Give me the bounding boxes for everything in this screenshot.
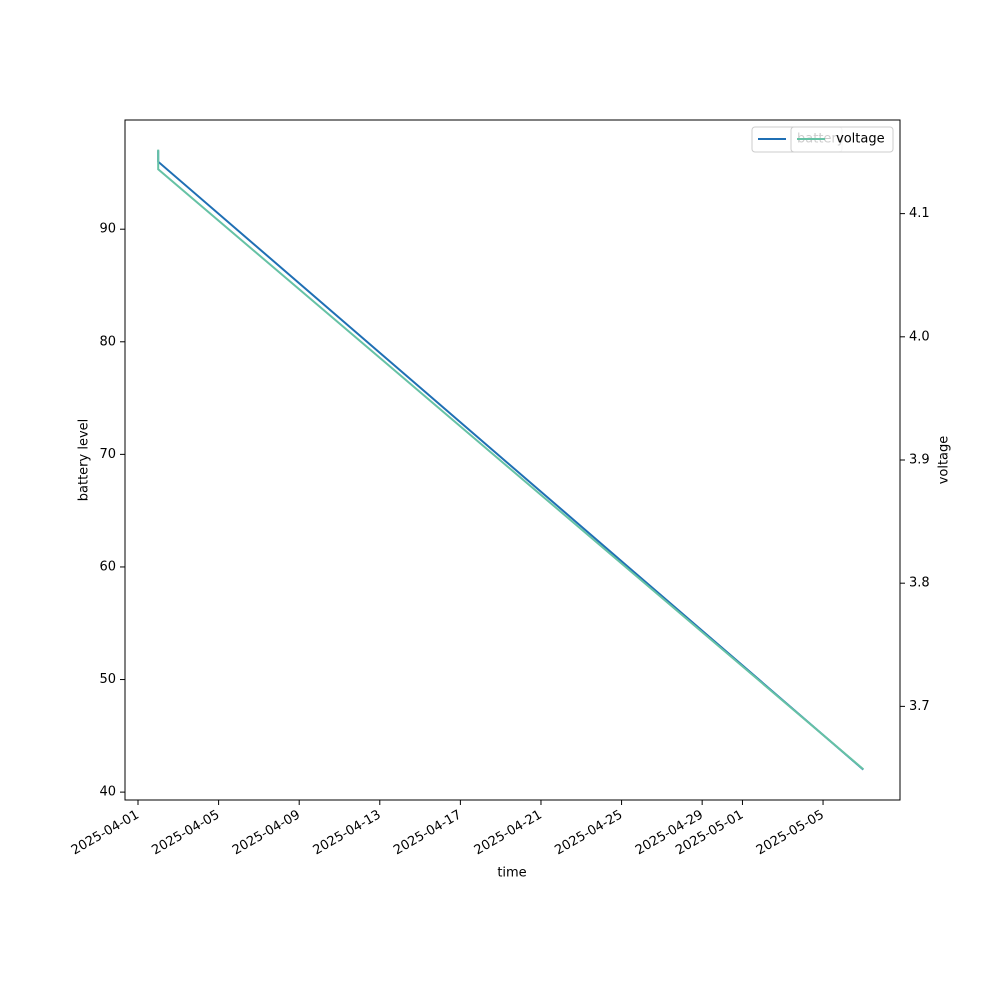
y-tick-label: 40 — [99, 785, 116, 800]
y2-tick-label: 3.8 — [909, 576, 930, 591]
y2-tick-label: 4.0 — [909, 329, 930, 344]
y-axis-label: battery level — [77, 419, 92, 502]
data-line — [157, 149, 864, 770]
x-axis-label: time — [497, 866, 526, 881]
y2-axis-label: voltage — [937, 436, 952, 485]
y-tick-label: 50 — [99, 672, 116, 687]
legend-label: voltage — [836, 132, 885, 147]
y-tick-label: 70 — [99, 447, 116, 462]
y-tick-label: 80 — [99, 334, 116, 349]
y2-tick-label: 4.1 — [909, 206, 930, 221]
legend: voltage — [790, 126, 894, 153]
y2-tick-label: 3.7 — [909, 699, 930, 714]
y-tick-label: 90 — [99, 222, 116, 237]
y-tick-label: 60 — [99, 559, 116, 574]
legend-box — [790, 126, 894, 153]
plot-frame — [124, 119, 901, 801]
y2-tick-label: 3.9 — [909, 453, 930, 468]
